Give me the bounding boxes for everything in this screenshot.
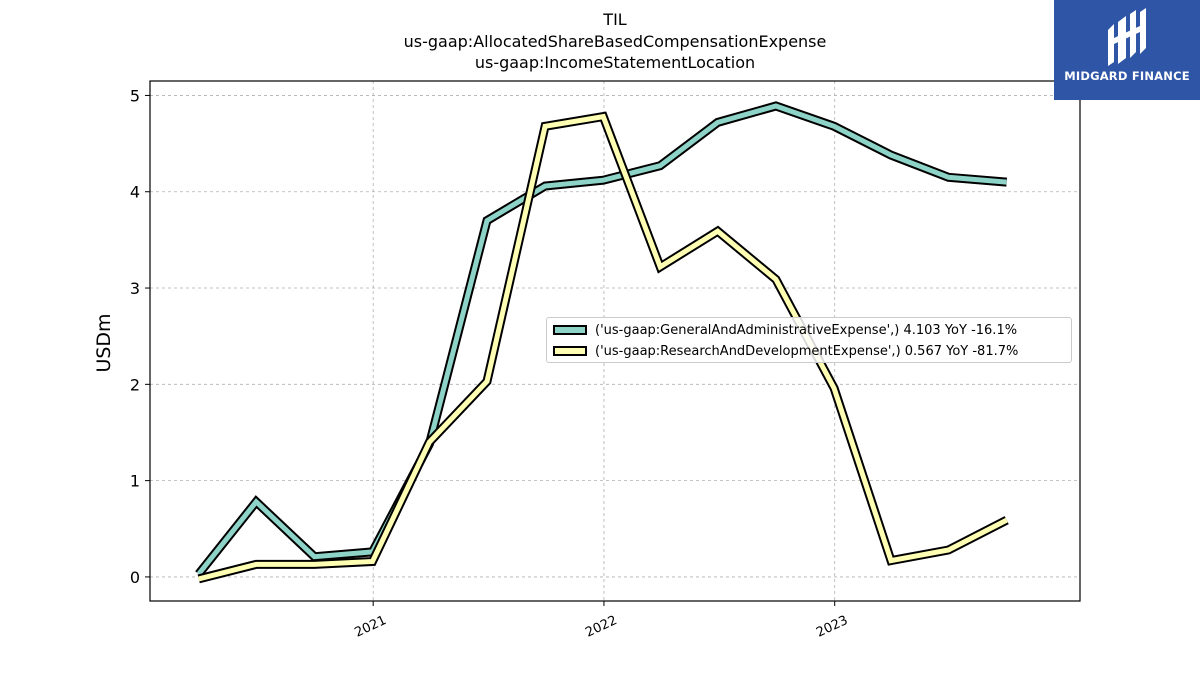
chart-subtitle-location: us-gaap:IncomeStatementLocation [474, 53, 756, 72]
series-line-ga [196, 103, 1007, 576]
chart-subtitle-concept: us-gaap:AllocatedShareBasedCompensationE… [403, 32, 827, 51]
x-tick-label: 2021 [353, 613, 389, 641]
x-tick-label: 2023 [814, 613, 850, 641]
chart-legend: ('us-gaap:GeneralAndAdministrativeExpens… [546, 317, 1072, 363]
midgard-logo-icon [1108, 8, 1146, 66]
legend-entry-rd: ('us-gaap:ResearchAndDevelopmentExpense'… [553, 341, 1018, 361]
series-line-rd [198, 113, 1008, 582]
legend-label-rd: ('us-gaap:ResearchAndDevelopmentExpense'… [595, 343, 1019, 359]
midgard-finance-logo: MIDGARD FINANCE [1054, 0, 1200, 100]
legend-swatch-rd [553, 346, 587, 356]
y-tick-label: 0 [130, 568, 140, 587]
legend-swatch-ga [553, 325, 587, 335]
y-tick-label: 1 [130, 472, 140, 491]
legend-entry-ga: ('us-gaap:GeneralAndAdministrativeExpens… [553, 320, 1017, 340]
y-axis-label: USDm [93, 313, 115, 373]
logo-text: MIDGARD FINANCE [1064, 69, 1190, 83]
y-tick-label: 4 [130, 183, 140, 202]
y-tick-label: 2 [130, 375, 140, 394]
plot-frame [149, 80, 1081, 602]
y-tick-label: 5 [130, 86, 140, 105]
y-tick-label: 3 [130, 279, 140, 298]
chart-title: TIL [603, 10, 627, 29]
legend-label-ga: ('us-gaap:GeneralAndAdministrativeExpens… [595, 322, 1018, 338]
x-tick-label: 2022 [583, 613, 619, 641]
